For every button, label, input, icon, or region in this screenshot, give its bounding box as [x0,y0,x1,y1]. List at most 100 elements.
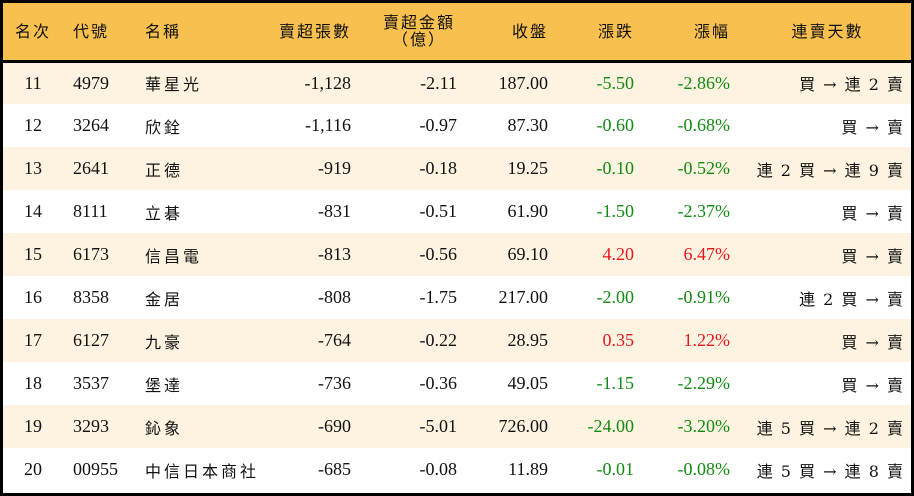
close-cell: 187.00 [498,72,549,93]
code-cell: 8358 [73,287,109,307]
streak-cell: 連 2 買 → 連 9 賣 [756,160,903,180]
sell-volume-cell: -813 [318,244,351,264]
close-cell: 87.30 [507,115,549,135]
rank-cell: 14 [24,201,42,221]
header-streak: 連賣天數 [791,21,864,41]
name-cell: 正德 [145,160,184,180]
header-rank: 名次 [14,21,51,41]
sell-volume-cell: -1,116 [305,115,351,135]
sell-amount-cell: -1.75 [419,287,458,307]
close-cell: 28.95 [507,330,549,350]
close-cell: 726.00 [498,416,549,436]
header-sell-amount: 賣超金額 （億） [363,3,463,61]
table-row: 11 4979 華星光 -1,128 -2.11 187.00 -5.50 -2… [3,61,911,104]
sell-volume-cell: -736 [318,373,351,393]
streak-cell: 買 → 賣 [841,332,903,352]
name-cell: 中信日本商社 [145,461,260,481]
change-pct-cell: 6.47% [683,244,731,264]
change-pct-cell: -0.91% [677,287,731,307]
rank-cell: 12 [24,115,42,135]
change-pct-cell: -0.08% [677,459,731,479]
change-pct-cell: -0.68% [677,115,731,135]
name-cell: 鈊象 [145,418,184,438]
sell-volume-cell: -808 [318,287,351,307]
sell-volume-cell: -764 [318,330,351,350]
change-pct-cell: -0.52% [677,158,731,178]
rank-cell: 20 [24,459,42,479]
rank-cell: 13 [24,158,42,178]
table-row: 16 8358 金居 -808 -1.75 217.00 -2.00 -0.91… [3,276,911,319]
sell-amount-cell: -0.22 [419,330,458,350]
code-cell: 6173 [73,244,109,264]
change-cell: -5.50 [596,72,635,93]
sell-volume-cell: -685 [318,459,351,479]
table-row: 13 2641 正德 -919 -0.18 19.25 -0.10 -0.52%… [3,147,911,190]
name-cell: 立碁 [145,203,184,223]
change-cell: 4.20 [602,244,635,264]
sell-amount-cell: -0.36 [419,373,458,393]
rank-cell: 17 [24,330,42,350]
code-cell: 3293 [73,416,109,436]
sell-volume-cell: -690 [318,416,351,436]
name-cell: 欣銓 [145,117,184,137]
sell-amount-cell: -0.97 [419,115,458,135]
table-row: 18 3537 堡達 -736 -0.36 49.05 -1.15 -2.29%… [3,362,911,405]
name-cell: 華星光 [145,75,203,95]
close-cell: 19.25 [507,158,549,178]
table-row: 20 00955 中信日本商社 -685 -0.08 11.89 -0.01 -… [3,448,911,491]
change-cell: -24.00 [587,416,635,436]
header-change: 漲跌 [597,21,634,41]
close-cell: 11.89 [508,459,548,479]
name-cell: 信昌電 [145,246,203,266]
change-cell: -1.50 [596,201,635,221]
close-cell: 69.10 [507,244,549,264]
change-pct-cell: 1.22% [683,330,731,350]
code-cell: 3537 [73,373,109,393]
code-cell: 00955 [73,459,118,479]
change-pct-cell: -2.37% [677,201,731,221]
header-change-pct: 漲幅 [693,21,730,41]
code-cell: 6127 [73,330,109,350]
table-row: 14 8111 立碁 -831 -0.51 61.90 -1.50 -2.37%… [3,190,911,233]
table-row: 17 6127 九豪 -764 -0.22 28.95 0.35 1.22% 買… [3,319,911,362]
change-pct-cell: -2.86% [677,72,731,93]
sell-amount-cell: -0.18 [419,158,458,178]
rank-cell: 16 [24,287,42,307]
close-cell: 61.90 [507,201,549,221]
code-cell: 4979 [73,72,109,93]
streak-cell: 連 5 買 → 連 8 賣 [756,461,903,481]
table-row: 12 3264 欣銓 -1,116 -0.97 87.30 -0.60 -0.6… [3,104,911,147]
change-pct-cell: -2.29% [677,373,731,393]
streak-cell: 買 → 賣 [841,203,903,223]
rank-cell: 11 [24,72,42,93]
close-cell: 49.05 [507,373,549,393]
header-sell-amount-line1: 賣超金額 [382,13,455,33]
name-cell: 堡達 [145,375,184,395]
header-close: 收盤 [511,21,548,41]
header-sell-amount-line2: （億） [391,30,446,50]
change-cell: -0.01 [596,459,635,479]
change-cell: -2.00 [596,287,635,307]
change-cell: 0.35 [602,330,635,350]
sell-amount-cell: -0.51 [419,201,458,221]
change-cell: -1.15 [596,373,635,393]
table-row: 15 6173 信昌電 -813 -0.56 69.10 4.20 6.47% … [3,233,911,276]
table-header-row: 名次 代號 名稱 賣超張數 賣超金額 （億） 收盤 漲跌 漲幅 連賣天數 [3,3,911,61]
close-cell: 217.00 [498,287,549,307]
streak-cell: 連 5 買 → 連 2 賣 [756,418,903,438]
sell-volume-cell: -1,128 [304,72,352,93]
header-name: 名稱 [145,21,182,41]
net-sell-ranking-table: 名次 代號 名稱 賣超張數 賣超金額 （億） 收盤 漲跌 漲幅 連賣天數 11 … [3,3,911,491]
table-row: 19 3293 鈊象 -690 -5.01 726.00 -24.00 -3.2… [3,405,911,448]
rank-cell: 18 [24,373,42,393]
streak-cell: 買 → 賣 [841,246,903,266]
code-cell: 3264 [73,115,109,135]
streak-cell: 買 → 賣 [841,117,903,137]
sell-volume-cell: -831 [318,201,351,221]
change-cell: -0.10 [596,158,635,178]
rank-cell: 19 [24,416,42,436]
sell-volume-cell: -919 [318,158,351,178]
header-sell-volume: 賣超張數 [278,21,351,41]
change-cell: -0.60 [596,115,635,135]
